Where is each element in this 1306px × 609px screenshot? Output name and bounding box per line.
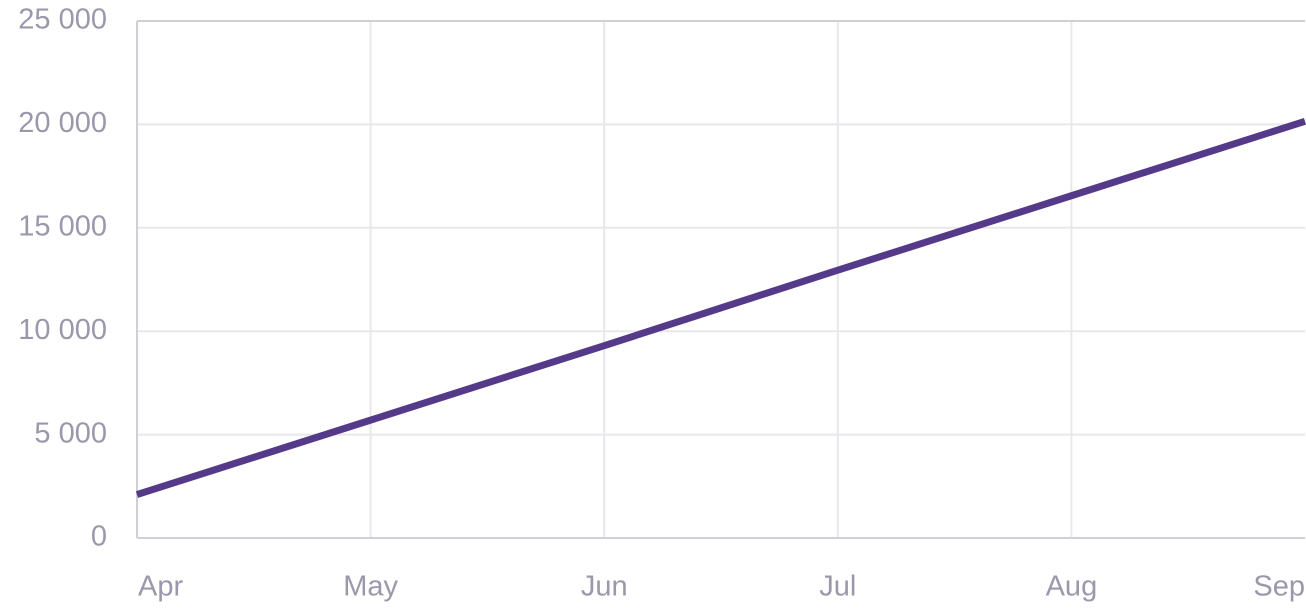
x-tick-label: Sep [1253,571,1305,603]
x-tick-label: May [343,571,398,603]
series-line [135,117,1306,498]
y-tick-label: 0 [91,521,107,553]
y-tick-label: 15 000 [18,210,107,242]
label-layer: 0 5 000 10 000 15 000 20 000 25 000 Apr May Jun J… [18,4,1305,603]
y-tick-label: 25 000 [18,4,107,36]
x-tick-label: Apr [138,571,183,603]
x-tick-label: Aug [1046,571,1098,603]
axis-layer [136,20,1305,539]
x-tick-label: Jul [819,571,856,603]
y-tick-label: 10 000 [18,314,107,346]
grid-layer [137,20,1305,538]
y-tick-label: 20 000 [18,107,107,139]
x-tick-label: Jun [581,571,628,603]
y-tick-label: 5 000 [34,417,107,449]
series-layer [135,117,1306,498]
